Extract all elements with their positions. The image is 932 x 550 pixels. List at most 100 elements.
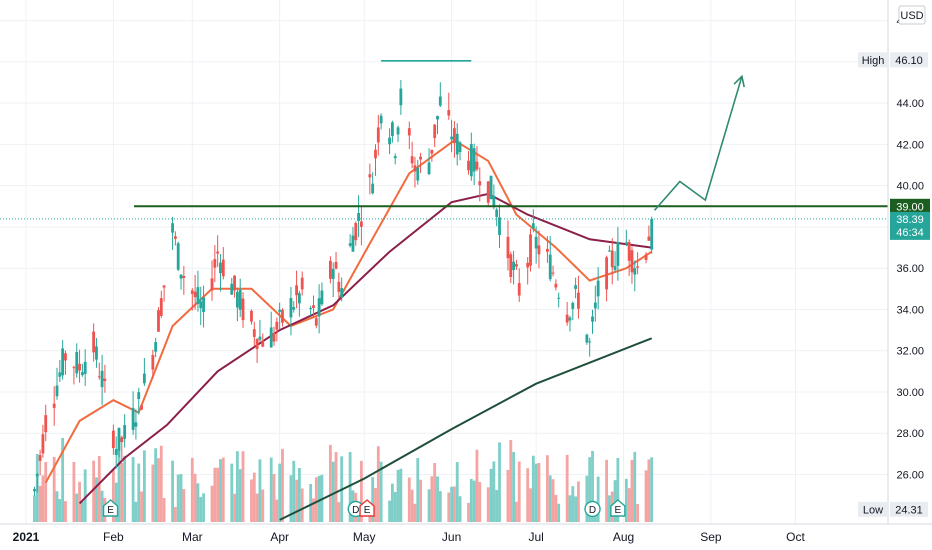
candle-body bbox=[486, 181, 490, 203]
candle-body bbox=[577, 292, 580, 309]
price-tick-label: 32.00 bbox=[896, 346, 924, 358]
volume-bar bbox=[526, 468, 530, 522]
candle-body bbox=[117, 427, 121, 451]
volume-bar bbox=[162, 498, 166, 522]
candle-body bbox=[80, 372, 84, 376]
forecast-arrowhead bbox=[733, 74, 745, 88]
volume-bars bbox=[33, 437, 654, 522]
volume-bar bbox=[295, 479, 298, 522]
candle-body bbox=[630, 250, 634, 273]
candle-body bbox=[258, 336, 262, 340]
volume-bar bbox=[348, 452, 352, 522]
candle-body bbox=[492, 195, 496, 208]
volume-bar bbox=[111, 470, 115, 522]
candle-body bbox=[159, 298, 163, 316]
volume-bar bbox=[438, 491, 442, 522]
high-label: High 46.10 bbox=[858, 52, 928, 68]
candle-body bbox=[585, 334, 589, 343]
candle-body bbox=[554, 283, 558, 288]
candle-body bbox=[162, 285, 166, 288]
forecast-path[interactable] bbox=[653, 76, 743, 211]
earnings-marker[interactable]: E bbox=[359, 499, 375, 517]
volume-bar bbox=[531, 455, 535, 522]
volume-bar bbox=[548, 475, 552, 522]
resistance-price-tag: 39.00 bbox=[890, 198, 930, 214]
volume-bar bbox=[515, 501, 518, 522]
candle-body bbox=[190, 290, 194, 294]
drawings[interactable] bbox=[0, 60, 888, 220]
last-price-value: 38.39 bbox=[896, 214, 924, 226]
volume-bar bbox=[100, 490, 104, 522]
candle-body bbox=[613, 266, 617, 270]
volume-bar bbox=[120, 462, 124, 522]
currency-box[interactable] bbox=[898, 5, 926, 25]
volume-bar bbox=[317, 475, 321, 522]
volume-bar bbox=[450, 486, 453, 522]
candle-body bbox=[140, 405, 143, 410]
time-tick-label: Mar bbox=[182, 530, 203, 544]
earnings-marker[interactable]: E bbox=[610, 499, 626, 517]
volume-bar bbox=[238, 469, 242, 522]
volume-bar bbox=[407, 477, 411, 522]
volume-bar bbox=[123, 455, 127, 522]
candle-body bbox=[179, 274, 183, 279]
volume-bar bbox=[337, 502, 341, 522]
candle-body bbox=[475, 161, 479, 170]
volume-bar bbox=[78, 481, 81, 522]
marker-label: E bbox=[107, 505, 114, 516]
marker-label: E bbox=[364, 505, 371, 516]
candle-body bbox=[546, 248, 549, 252]
earnings-marker[interactable]: E bbox=[102, 499, 119, 517]
volume-bar bbox=[416, 458, 420, 522]
candle-body bbox=[199, 301, 203, 309]
candle-body bbox=[616, 241, 620, 266]
volume-bar bbox=[574, 496, 578, 522]
candle-body bbox=[278, 309, 282, 312]
candle-body bbox=[453, 128, 456, 144]
volume-bar bbox=[140, 491, 143, 522]
candle-body bbox=[610, 250, 614, 268]
volume-bar bbox=[376, 446, 380, 522]
volume-bar bbox=[202, 493, 205, 522]
candle-body bbox=[596, 280, 600, 297]
moving-average-line-2 bbox=[78, 192, 652, 505]
volume-bar bbox=[196, 483, 200, 522]
candle-body bbox=[399, 88, 403, 106]
candle-body bbox=[334, 261, 338, 269]
volume-bar bbox=[289, 475, 293, 522]
volume-bar bbox=[596, 476, 600, 522]
candle-body bbox=[388, 137, 391, 145]
volume-bar bbox=[95, 477, 98, 522]
low-value: 24.31 bbox=[895, 504, 923, 516]
candle-body bbox=[272, 332, 276, 342]
time-axis[interactable]: 2021 Feb Mar Apr May Jun Jul Aug Sep Oct bbox=[13, 530, 806, 544]
candle-body bbox=[636, 266, 640, 268]
candle-body bbox=[450, 136, 453, 140]
candle-body bbox=[455, 133, 459, 155]
candle-body bbox=[33, 488, 36, 492]
volume-bar bbox=[97, 456, 101, 522]
volume-bar bbox=[588, 457, 592, 522]
volume-bar bbox=[216, 467, 220, 522]
candle-body bbox=[374, 149, 377, 159]
candle-body bbox=[644, 254, 648, 260]
candle-body bbox=[176, 243, 180, 270]
candle-body bbox=[348, 243, 352, 246]
candle-body bbox=[588, 341, 592, 343]
time-tick-label: Jun bbox=[442, 530, 461, 544]
candle-body bbox=[123, 425, 127, 439]
volume-bar bbox=[585, 475, 589, 522]
volume-bar bbox=[33, 495, 36, 522]
dividend-marker[interactable]: D bbox=[584, 500, 601, 518]
time-tick-label: Apr bbox=[270, 530, 289, 544]
volume-bar bbox=[371, 477, 375, 522]
candle-body bbox=[469, 144, 473, 177]
volume-bar bbox=[221, 457, 225, 522]
indicator-lines bbox=[44, 139, 653, 521]
candle-body bbox=[193, 291, 197, 298]
volume-bar bbox=[492, 461, 496, 522]
time-tick-label: 2021 bbox=[13, 530, 40, 544]
marker-label: D bbox=[589, 505, 596, 516]
